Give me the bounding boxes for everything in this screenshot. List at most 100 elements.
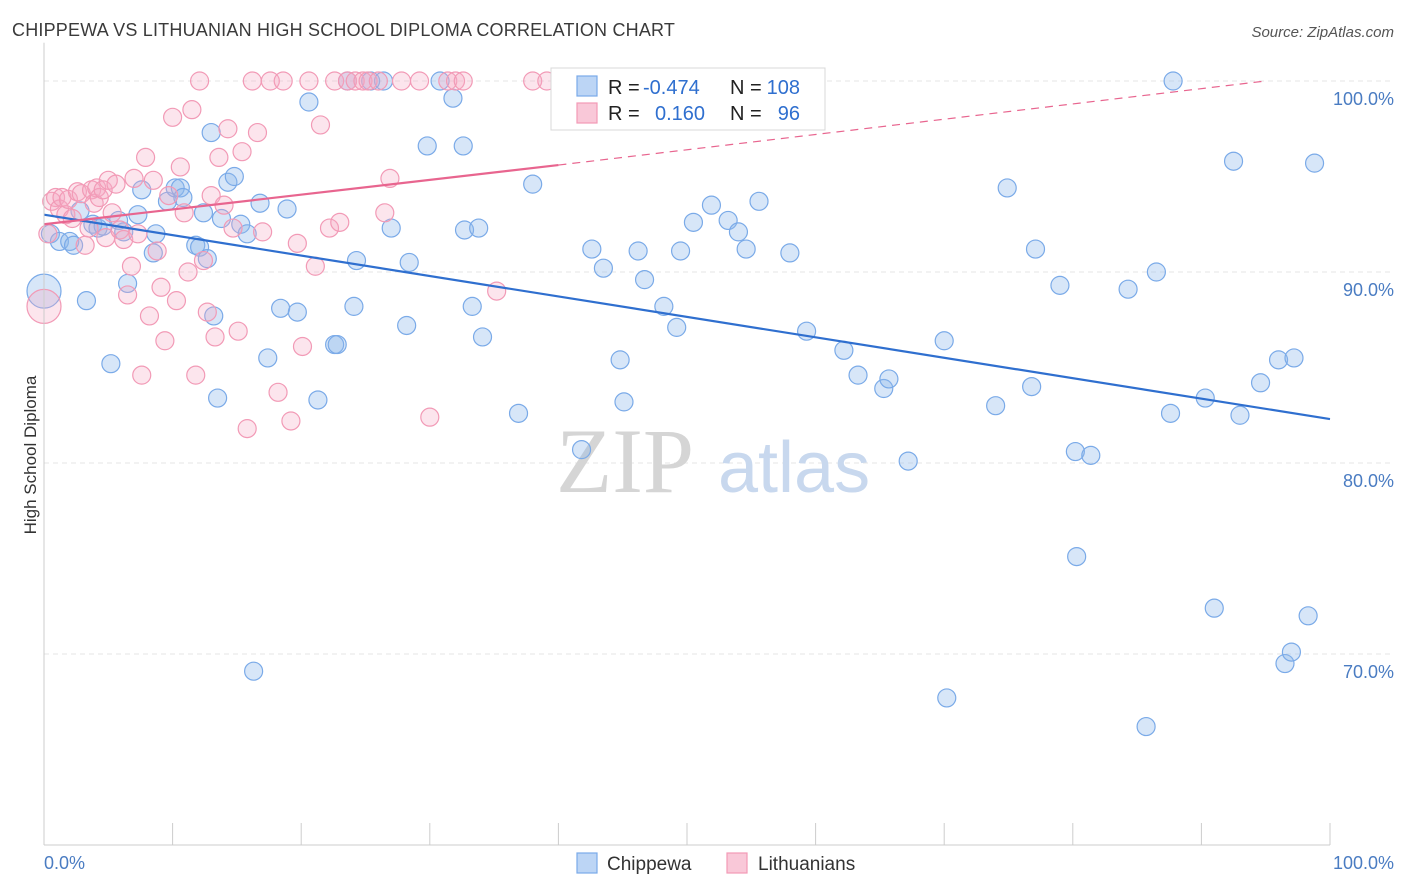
lithuanians-point-47 bbox=[205, 327, 225, 347]
lithuanians-point-70 bbox=[337, 71, 358, 91]
chippewa-point-71 bbox=[670, 241, 691, 261]
chippewa-point-78 bbox=[780, 243, 800, 263]
lithuanians-point-72 bbox=[353, 71, 373, 91]
lithuanians-point-84 bbox=[523, 71, 543, 91]
trend-lines bbox=[43, 80, 1331, 421]
chippewa-point-75 bbox=[728, 222, 749, 242]
lithuanians-point-62 bbox=[287, 233, 307, 253]
lithuanians-point-43 bbox=[190, 71, 210, 91]
lithuanians-point-25 bbox=[121, 256, 142, 276]
legend-n-label-chippewa: N = bbox=[730, 77, 762, 99]
lithuanians-point-26 bbox=[124, 168, 144, 189]
lithuanians-point-37 bbox=[166, 291, 187, 311]
chippewa-point-66 bbox=[614, 392, 634, 412]
chippewa-point-3 bbox=[60, 231, 80, 252]
lithuanians-point-69 bbox=[330, 212, 350, 232]
chippewa-point-97 bbox=[1146, 262, 1166, 282]
lithuanians-trend-line bbox=[43, 163, 559, 226]
legend-n-value-chippewa: 108 bbox=[767, 77, 800, 99]
legend-r-value-lithuanians: 0.160 bbox=[655, 103, 705, 125]
lithuanians-point-40 bbox=[178, 262, 198, 282]
chippewa-point-106 bbox=[1275, 653, 1295, 674]
chippewa-point-2 bbox=[49, 231, 70, 252]
y-tick-label-70: 70.0% bbox=[1343, 662, 1394, 682]
y-tick-label-80: 80.0% bbox=[1343, 471, 1394, 491]
lithuanians-point-77 bbox=[391, 71, 412, 91]
chippewa-point-61 bbox=[523, 174, 543, 194]
lithuanians-point-59 bbox=[268, 382, 288, 402]
chippewa-trend-line bbox=[43, 213, 1331, 421]
legend-r-label-lithuanians: R = bbox=[608, 103, 640, 125]
chart-title: CHIPPEWA VS LITHUANIAN HIGH SCHOOL DIPLO… bbox=[12, 20, 676, 40]
correlation-legend: R = -0.474 N = 108 R = 0.160 N = 96 bbox=[550, 67, 826, 131]
chippewa-point-19 bbox=[165, 178, 185, 198]
chippewa-point-37 bbox=[271, 298, 291, 318]
chippewa-point-55 bbox=[453, 136, 473, 156]
lithuanians-point-38 bbox=[170, 157, 190, 177]
chippewa-point-40 bbox=[299, 92, 319, 112]
lithuanians-point-2 bbox=[42, 191, 62, 211]
chippewa-point-109 bbox=[1298, 606, 1318, 626]
lithuanians-point-42 bbox=[186, 365, 206, 385]
lithuanians-point-31 bbox=[143, 170, 163, 190]
lithuanians-point-48 bbox=[209, 147, 229, 167]
lithuanians-point-78 bbox=[409, 71, 430, 91]
lithuanians-trend-extension bbox=[558, 80, 1266, 166]
bottom-legend-chippewa: Chippewa bbox=[607, 854, 692, 875]
bottom-legend-swatch-chippewa bbox=[576, 852, 598, 874]
chippewa-point-91 bbox=[1050, 275, 1070, 295]
lithuanians-point-54 bbox=[237, 419, 257, 439]
lithuanians-point-44 bbox=[193, 250, 214, 271]
lithuanians-point-56 bbox=[247, 122, 268, 143]
lithuanians-point-20 bbox=[102, 203, 122, 223]
y-axis-label: High School Diploma bbox=[21, 375, 40, 534]
lithuanians-point-24 bbox=[117, 285, 138, 305]
lithuanians-point-60 bbox=[273, 71, 293, 91]
chippewa-point-52 bbox=[417, 136, 437, 156]
lithuanians-point-1 bbox=[38, 224, 58, 244]
lithuanians-point-55 bbox=[242, 71, 262, 91]
chippewa-point-60 bbox=[508, 403, 529, 423]
lithuanians-point-61 bbox=[281, 411, 301, 431]
lithuanians-point-63 bbox=[292, 336, 313, 357]
chippewa-point-73 bbox=[701, 195, 722, 215]
chippewa-point-51 bbox=[399, 252, 419, 273]
chippewa-point-76 bbox=[736, 239, 756, 259]
x-tick-label-max: 100.0% bbox=[1333, 853, 1394, 873]
lithuanians-point-65 bbox=[305, 256, 325, 276]
lithuanians-point-28 bbox=[132, 365, 152, 385]
legend-swatch-chippewa bbox=[576, 75, 598, 97]
chippewa-point-94 bbox=[1081, 445, 1101, 465]
lithuanians-point-74 bbox=[368, 71, 388, 91]
lithuanians-point-57 bbox=[253, 222, 273, 242]
chippewa-point-50 bbox=[397, 315, 417, 336]
lithuanians-point-34 bbox=[155, 331, 175, 351]
lithuanians-point-33 bbox=[151, 277, 171, 297]
chippewa-point-89 bbox=[1022, 377, 1042, 397]
chippewa-point-83 bbox=[879, 369, 899, 389]
chippewa-point-69 bbox=[654, 296, 674, 316]
chippewa-point-87 bbox=[986, 396, 1006, 416]
chippewa-point-63 bbox=[582, 239, 602, 259]
chippewa-point-105 bbox=[1268, 350, 1289, 370]
chippewa-point-107 bbox=[1281, 642, 1302, 662]
lithuanians-point-67 bbox=[319, 218, 340, 238]
chippewa-point-59 bbox=[472, 327, 493, 347]
chippewa-point-46 bbox=[346, 250, 367, 271]
lithuanians-point-32 bbox=[147, 241, 167, 261]
chippewa-point-33 bbox=[237, 224, 257, 244]
chippewa-point-39 bbox=[287, 302, 307, 322]
series-chippewa bbox=[26, 71, 1325, 737]
x-tick-label-min: 0.0% bbox=[44, 853, 85, 873]
chippewa-point-21 bbox=[173, 187, 193, 208]
chippewa-point-82 bbox=[874, 378, 894, 399]
chippewa-point-38 bbox=[277, 199, 297, 219]
chippewa-point-90 bbox=[1025, 239, 1046, 259]
watermark-zip: ZIP bbox=[556, 410, 694, 512]
lithuanians-point-75 bbox=[375, 203, 395, 223]
chippewa-point-96 bbox=[1136, 716, 1156, 737]
chippewa-point-80 bbox=[834, 340, 854, 360]
chippewa-point-41 bbox=[308, 390, 328, 410]
chippewa-point-24 bbox=[193, 203, 214, 223]
chippewa-point-108 bbox=[1284, 348, 1304, 368]
